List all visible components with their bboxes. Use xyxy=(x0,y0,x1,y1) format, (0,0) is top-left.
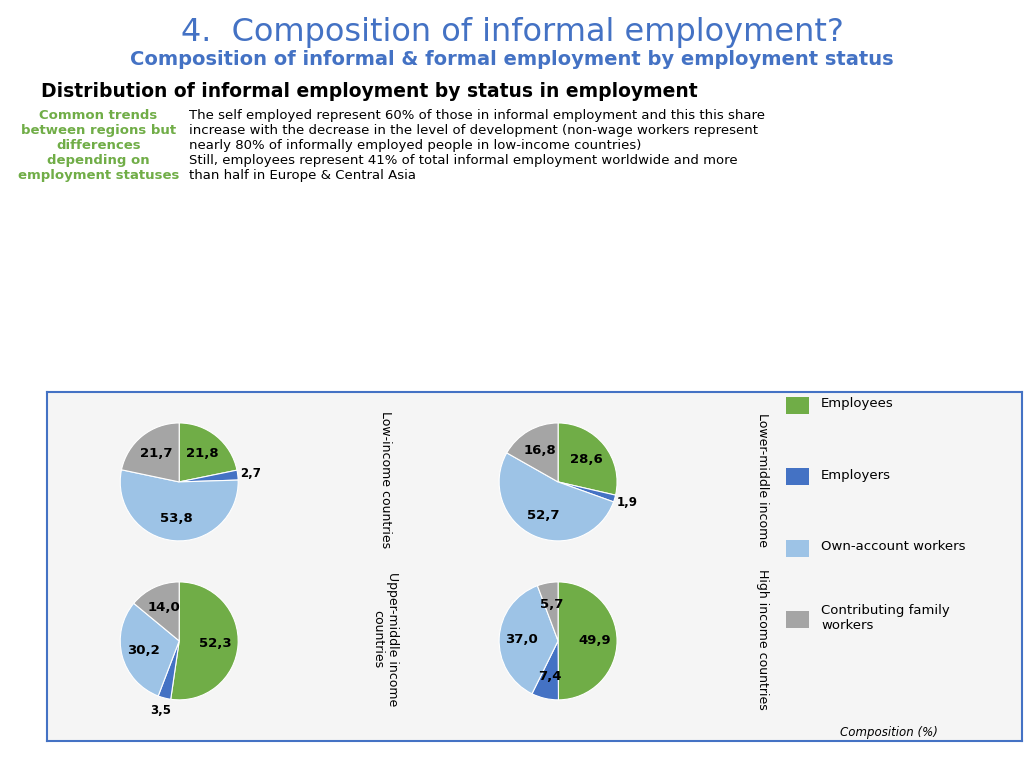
Text: 5,7: 5,7 xyxy=(540,598,563,611)
Wedge shape xyxy=(538,582,558,641)
Text: 52,7: 52,7 xyxy=(526,508,559,521)
Text: 28,6: 28,6 xyxy=(570,452,603,465)
Wedge shape xyxy=(558,423,617,495)
Wedge shape xyxy=(120,470,239,541)
Text: Lower-middle income: Lower-middle income xyxy=(757,413,769,547)
Text: High income countries: High income countries xyxy=(757,568,769,710)
Text: Employees: Employees xyxy=(821,398,894,410)
Text: 53,8: 53,8 xyxy=(160,511,193,525)
Wedge shape xyxy=(499,453,613,541)
Text: Upper-middle income
countries: Upper-middle income countries xyxy=(371,572,399,706)
Wedge shape xyxy=(171,582,239,700)
Text: 1,9: 1,9 xyxy=(616,495,638,508)
Wedge shape xyxy=(179,423,237,482)
Text: Own-account workers: Own-account workers xyxy=(821,541,966,553)
Wedge shape xyxy=(499,586,558,694)
Text: 49,9: 49,9 xyxy=(579,634,611,647)
Text: 7,4: 7,4 xyxy=(539,670,561,683)
Text: Common trends
between regions but
differences
depending on
employment statuses: Common trends between regions but differ… xyxy=(17,109,179,182)
Text: The self employed represent 60% of those in informal employment and this this sh: The self employed represent 60% of those… xyxy=(189,109,766,182)
Text: 37,0: 37,0 xyxy=(505,633,538,646)
Wedge shape xyxy=(558,582,617,700)
Wedge shape xyxy=(120,604,179,696)
Text: Distribution of informal employment by status in employment: Distribution of informal employment by s… xyxy=(41,82,697,101)
Wedge shape xyxy=(179,470,239,482)
Text: 21,7: 21,7 xyxy=(140,447,172,460)
Text: 52,3: 52,3 xyxy=(200,637,232,650)
Text: Contributing family
workers: Contributing family workers xyxy=(821,604,950,632)
Text: 4.  Composition of informal employment?: 4. Composition of informal employment? xyxy=(180,17,844,48)
Wedge shape xyxy=(158,641,179,699)
Text: Employers: Employers xyxy=(821,469,891,482)
Wedge shape xyxy=(558,482,615,502)
Text: 2,7: 2,7 xyxy=(241,467,261,480)
Text: Composition of informal & formal employment by employment status: Composition of informal & formal employm… xyxy=(130,50,894,69)
Wedge shape xyxy=(122,423,179,482)
Wedge shape xyxy=(532,641,558,700)
Text: Composition (%): Composition (%) xyxy=(840,726,938,739)
Wedge shape xyxy=(507,423,558,482)
Text: Indicator 7: Indicator 7 xyxy=(14,511,33,621)
Text: Low-income countries: Low-income countries xyxy=(379,412,391,548)
Wedge shape xyxy=(134,582,179,641)
Text: 3,5: 3,5 xyxy=(151,704,172,717)
Text: 16,8: 16,8 xyxy=(523,444,556,457)
Text: 14,0: 14,0 xyxy=(147,601,180,614)
Text: 30,2: 30,2 xyxy=(127,644,160,657)
Text: 21,8: 21,8 xyxy=(186,447,219,460)
